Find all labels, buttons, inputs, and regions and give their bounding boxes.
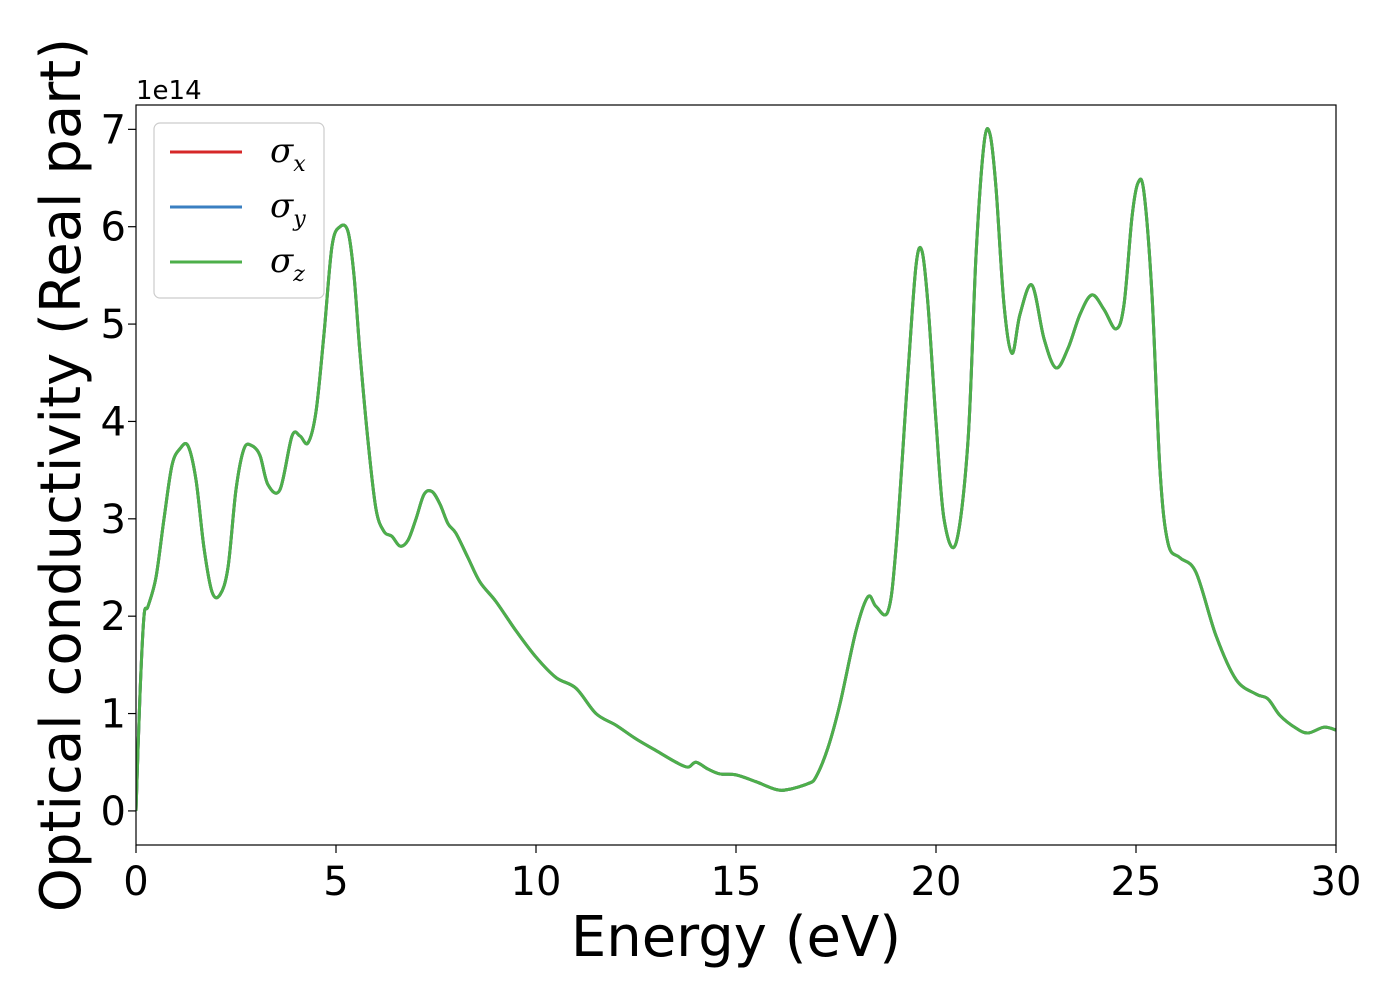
x-tick-label: 30 xyxy=(1311,859,1362,905)
series-line-sigma-z xyxy=(136,127,1336,811)
x-tick-label: 20 xyxy=(911,859,962,905)
y-tick-label: 0 xyxy=(101,789,126,835)
legend-box xyxy=(153,122,325,299)
y-tick-label: 1 xyxy=(101,692,126,738)
y-tick-label: 3 xyxy=(101,497,126,543)
y-tick-label: 6 xyxy=(101,205,126,251)
y-axis-offset-label: 1e14 xyxy=(136,76,202,106)
y-tick-label: 5 xyxy=(101,302,126,348)
x-axis-label: Energy (eV) xyxy=(571,905,901,970)
y-axis-label: Optical conductivity (Real part) xyxy=(29,38,94,912)
y-tick-label: 4 xyxy=(101,399,126,445)
x-tick-label: 0 xyxy=(123,859,148,905)
y-axis-ticks: 0 1 2 3 4 5 6 7 xyxy=(101,107,136,835)
y-tick-label: 2 xyxy=(101,594,126,640)
y-tick-label: 7 xyxy=(101,107,126,153)
x-tick-label: 25 xyxy=(1111,859,1162,905)
x-tick-label: 5 xyxy=(323,859,348,905)
x-tick-label: 15 xyxy=(711,859,762,905)
series-lines xyxy=(136,127,1336,811)
x-tick-label: 10 xyxy=(511,859,562,905)
x-axis-ticks: 0 5 10 15 20 25 30 xyxy=(123,845,1361,905)
